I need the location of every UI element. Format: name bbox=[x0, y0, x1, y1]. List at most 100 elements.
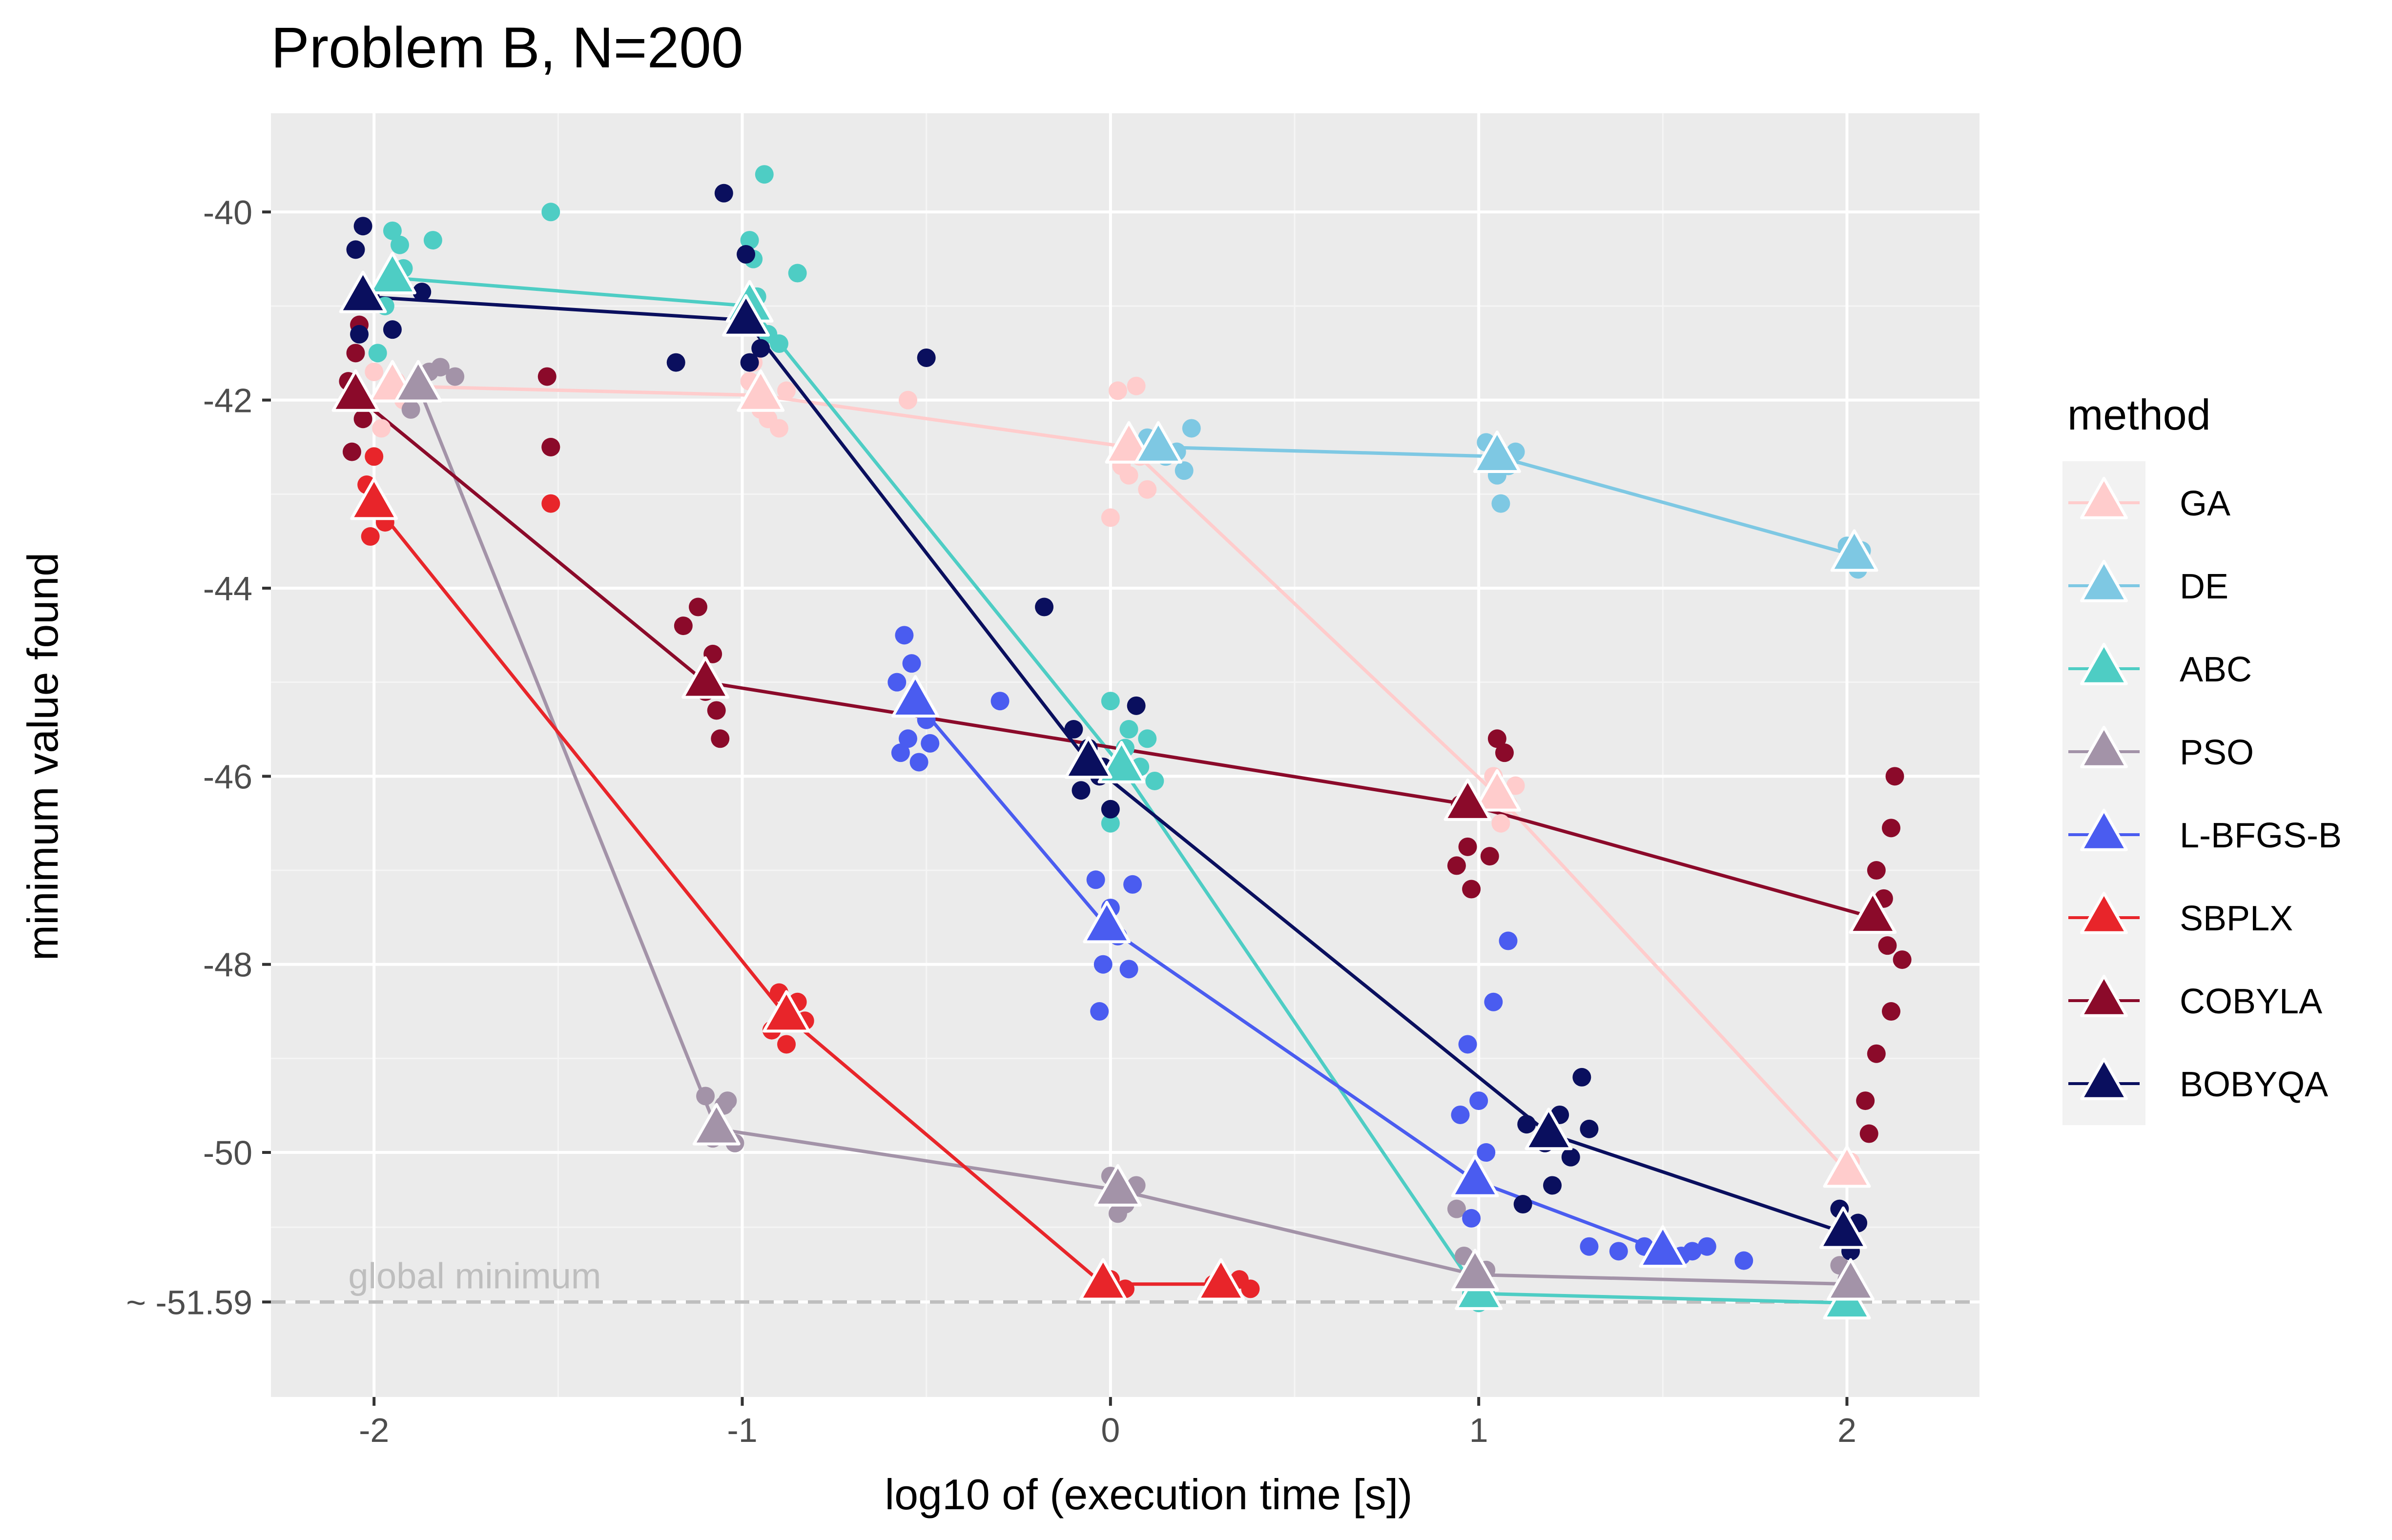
y-tick-label: -46 bbox=[203, 758, 252, 796]
data-point-bobyqa bbox=[1517, 1115, 1536, 1134]
data-point-abc bbox=[541, 203, 560, 222]
data-point-bobyqa bbox=[1072, 781, 1091, 800]
legend-title: method bbox=[2067, 390, 2211, 439]
mean-marker-l-bfgs-b bbox=[891, 675, 940, 718]
data-point-bobyqa bbox=[1580, 1119, 1599, 1138]
data-point-bobyqa bbox=[751, 339, 770, 358]
x-tick-label: -2 bbox=[359, 1411, 389, 1449]
data-point-bobyqa bbox=[412, 283, 432, 302]
mean-marker-sbplx bbox=[350, 477, 398, 520]
data-point-l-bfgs-b bbox=[1477, 1143, 1496, 1162]
data-point-de bbox=[1491, 494, 1510, 513]
data-point-de bbox=[1182, 419, 1201, 438]
mean-marker-abc bbox=[1097, 740, 1146, 783]
data-point-l-bfgs-b bbox=[1458, 1035, 1477, 1054]
mean-markers bbox=[331, 251, 1897, 1320]
data-point-bobyqa bbox=[714, 184, 733, 203]
data-point-abc bbox=[769, 334, 788, 353]
legend-key-marker bbox=[2080, 559, 2128, 602]
data-point-abc bbox=[755, 165, 774, 184]
data-point-l-bfgs-b bbox=[1469, 1091, 1488, 1110]
mean-marker-bobyqa bbox=[1819, 1206, 1867, 1249]
data-point-cobyla bbox=[674, 616, 693, 636]
data-point-l-bfgs-b bbox=[1462, 1209, 1481, 1228]
mean-marker-pso bbox=[692, 1103, 741, 1146]
legend-label: SBPLX bbox=[2180, 899, 2293, 938]
data-point-l-bfgs-b bbox=[1734, 1251, 1753, 1270]
data-point-l-bfgs-b bbox=[1451, 1105, 1470, 1124]
mean-marker-pso bbox=[1093, 1164, 1142, 1207]
data-point-bobyqa bbox=[1513, 1195, 1532, 1214]
data-point-cobyla bbox=[1462, 880, 1481, 899]
data-point-bobyqa bbox=[666, 353, 685, 372]
mean-marker-bobyqa bbox=[1525, 1108, 1573, 1150]
legend-label: BOBYQA bbox=[2180, 1065, 2328, 1104]
data-point-bobyqa bbox=[1572, 1068, 1591, 1087]
data-point-bobyqa bbox=[1543, 1176, 1562, 1195]
data-point-bobyqa bbox=[350, 325, 369, 344]
mean-marker-pso bbox=[1826, 1258, 1875, 1301]
data-point-bobyqa bbox=[740, 353, 759, 372]
data-point-l-bfgs-b bbox=[1123, 875, 1142, 894]
data-point-sbplx bbox=[361, 527, 380, 546]
data-point-ga bbox=[1108, 381, 1127, 400]
data-point-l-bfgs-b bbox=[902, 654, 921, 673]
data-point-bobyqa bbox=[383, 320, 402, 339]
data-point-ga bbox=[1491, 814, 1510, 833]
legend-label: DE bbox=[2180, 567, 2228, 606]
data-point-abc bbox=[1119, 720, 1138, 739]
data-point-ga bbox=[1127, 376, 1146, 395]
data-point-l-bfgs-b bbox=[1683, 1242, 1702, 1261]
data-point-ga bbox=[1101, 508, 1120, 527]
data-point-l-bfgs-b bbox=[1090, 1002, 1109, 1021]
legend-key-marker bbox=[2080, 476, 2128, 519]
y-tick-label: -44 bbox=[203, 570, 252, 608]
data-point-abc bbox=[1138, 729, 1157, 748]
data-point-cobyla bbox=[711, 729, 730, 748]
y-tick-label: -40 bbox=[203, 193, 252, 231]
data-point-pso bbox=[401, 400, 420, 419]
data-point-l-bfgs-b bbox=[887, 673, 907, 692]
data-point-bobyqa bbox=[917, 348, 936, 367]
mean-marker-sbplx bbox=[1079, 1258, 1127, 1301]
data-point-bobyqa bbox=[1561, 1148, 1580, 1167]
mean-marker-bobyqa bbox=[1064, 736, 1113, 779]
data-point-l-bfgs-b bbox=[1580, 1237, 1599, 1256]
mean-marker-pso bbox=[1451, 1249, 1499, 1292]
data-point-l-bfgs-b bbox=[1697, 1237, 1716, 1256]
legend-key-marker bbox=[2080, 725, 2128, 768]
data-point-cobyla bbox=[1867, 1044, 1886, 1063]
data-point-pso bbox=[446, 367, 465, 386]
series-line-sbplx bbox=[372, 502, 1221, 1286]
data-point-cobyla bbox=[1881, 1002, 1900, 1021]
mean-marker-ga bbox=[737, 369, 785, 412]
data-point-l-bfgs-b bbox=[921, 734, 940, 753]
legend-label: GA bbox=[2180, 484, 2230, 523]
data-point-cobyla bbox=[1893, 950, 1912, 969]
y-tick-label: -42 bbox=[203, 382, 252, 420]
data-point-pso bbox=[1108, 1204, 1127, 1223]
y-axis: -40 -42 -44 -46 -48 -50 ~ -51.59 bbox=[126, 193, 271, 1321]
data-point-l-bfgs-b bbox=[1119, 960, 1138, 979]
data-point-l-bfgs-b bbox=[1093, 955, 1113, 974]
data-point-l-bfgs-b bbox=[990, 692, 1010, 711]
mean-marker-abc bbox=[368, 251, 416, 294]
data-point-abc bbox=[383, 221, 402, 240]
data-point-l-bfgs-b bbox=[1609, 1242, 1628, 1261]
mean-marker-cobyla bbox=[1443, 778, 1492, 821]
data-point-pso bbox=[718, 1091, 737, 1110]
series-line-l-bfgs-b bbox=[914, 699, 1664, 1253]
data-point-ga bbox=[1138, 480, 1157, 499]
x-tick-label: 2 bbox=[1837, 1411, 1856, 1449]
legend-label: L-BFGS-B bbox=[2180, 816, 2342, 855]
legend-key-marker bbox=[2080, 642, 2128, 685]
mean-marker-de bbox=[1473, 431, 1521, 473]
legend-label: PSO bbox=[2180, 733, 2254, 772]
global-minimum-reference: global minimum bbox=[271, 1255, 1980, 1304]
data-point-bobyqa bbox=[353, 217, 372, 236]
data-point-l-bfgs-b bbox=[895, 626, 914, 645]
mean-marker-bobyqa bbox=[722, 294, 770, 337]
data-point-abc bbox=[788, 264, 807, 283]
legend-key-marker bbox=[2080, 808, 2128, 851]
